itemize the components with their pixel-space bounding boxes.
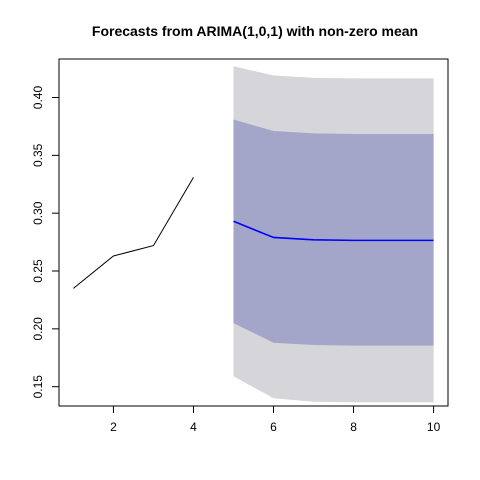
y-tick-label: 0.15: [31, 375, 45, 399]
x-tick-label: 6: [270, 420, 277, 434]
y-tick-label: 0.20: [31, 317, 45, 341]
y-tick-label: 0.40: [31, 86, 45, 110]
x-tick-label: 10: [427, 420, 441, 434]
y-tick-label: 0.30: [31, 201, 45, 225]
chart-title: Forecasts from ARIMA(1,0,1) with non-zer…: [92, 23, 418, 39]
observed-series-line: [73, 177, 194, 289]
y-tick-label: 0.35: [31, 143, 45, 167]
x-axis: 2 4 6 8 10: [110, 405, 441, 434]
y-axis: 0.15 0.20 0.25 0.30 0.35 0.40: [31, 86, 60, 399]
x-tick-label: 2: [110, 420, 117, 434]
forecast-mean-line: [233, 220, 434, 242]
x-tick-label: 8: [350, 420, 357, 434]
y-tick-label: 0.25: [31, 259, 45, 283]
prediction-bands: [233, 66, 434, 403]
series-lines: [73, 177, 434, 289]
x-tick-label: 4: [190, 420, 197, 434]
band-80: [233, 119, 434, 346]
